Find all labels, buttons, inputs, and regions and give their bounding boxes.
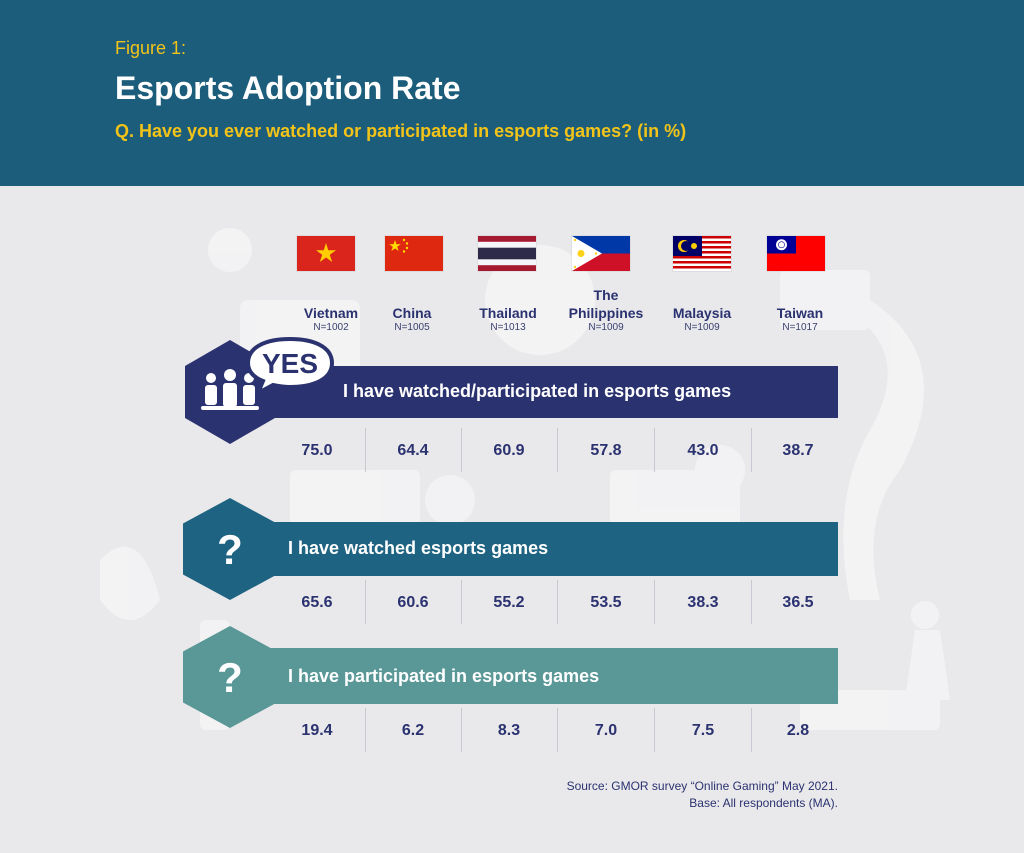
vietnam-flag-icon [297, 236, 355, 271]
value-cell: 60.6 [397, 594, 429, 611]
column-divider [557, 428, 558, 472]
country-label-thailand: Thailand N=1013 [448, 288, 568, 334]
sample-size: N=1009 [684, 322, 720, 333]
value-cell: 60.9 [493, 442, 525, 459]
country-label-china: China N=1005 [352, 288, 472, 334]
background-illustration [100, 228, 950, 730]
country-name: The Philippines [568, 287, 644, 321]
value-cell: 38.7 [782, 442, 814, 459]
country-label-malaysia: Malaysia N=1009 [642, 288, 762, 334]
value-cell: 55.2 [493, 594, 525, 611]
taiwan-flag-icon [767, 236, 825, 271]
question-mark-text: ? [217, 526, 243, 573]
question-mark-icon: ? [183, 498, 277, 600]
country-name: Thailand [479, 305, 537, 321]
question-mark-text: ? [217, 654, 243, 701]
row-label-participated: I have participated in esports games [288, 666, 600, 686]
column-divider [654, 428, 655, 472]
column-divider [557, 580, 558, 624]
source-line: Source: GMOR survey “Online Gaming” May … [566, 779, 838, 793]
value-cell: 2.8 [786, 722, 810, 739]
value-cell: 7.0 [594, 722, 618, 739]
column-divider [654, 708, 655, 752]
country-name: Vietnam [303, 305, 359, 321]
yes-speech-bubble-icon: YES [245, 336, 335, 395]
thailand-flag-icon [478, 236, 536, 271]
question-mark-icon: ? [183, 626, 277, 728]
malaysia-flag-icon [673, 236, 731, 271]
values-row-watched: 65.6 60.6 55.2 53.5 38.3 36.5 [270, 580, 838, 624]
value-cell: 65.6 [301, 594, 333, 611]
country-name: China [392, 305, 432, 321]
values-row-participated: 19.4 6.2 8.3 7.0 7.5 2.8 [270, 708, 838, 752]
column-divider [365, 428, 366, 472]
column-divider [461, 428, 462, 472]
yes-band: I have watched/participated in esports g… [248, 366, 838, 418]
sample-size: N=1009 [588, 322, 624, 333]
survey-question: Q. Have you ever watched or participated… [115, 121, 687, 141]
column-divider [557, 708, 558, 752]
country-label-vietnam: Vietnam N=1002 [271, 288, 391, 334]
sample-size: N=1013 [490, 322, 526, 333]
country-name: Malaysia [672, 305, 732, 321]
header-banner: Figure 1: Esports Adoption Rate Q. Have … [0, 0, 1024, 186]
value-cell: 57.8 [590, 442, 622, 459]
column-divider [461, 708, 462, 752]
column-divider [365, 580, 366, 624]
values-row-watched-participated: 75.0 64.4 60.9 57.8 43.0 38.7 [270, 428, 838, 472]
value-cell: 36.5 [782, 594, 814, 611]
sample-size: N=1017 [782, 322, 818, 333]
row-label-watched: I have watched esports games [288, 538, 549, 558]
column-divider [751, 708, 752, 752]
value-cell: 75.0 [301, 442, 333, 459]
china-flag-icon [385, 236, 443, 271]
value-cell: 38.3 [687, 594, 719, 611]
value-cell: 7.5 [691, 722, 715, 739]
country-label-philippines: The Philippines N=1009 [546, 287, 666, 334]
figure-label: Figure 1: [115, 38, 187, 58]
column-divider [461, 580, 462, 624]
column-divider [365, 708, 366, 752]
column-divider [751, 428, 752, 472]
philippines-flag-icon [572, 236, 630, 271]
value-cell: 6.2 [401, 722, 425, 739]
value-cell: 19.4 [301, 722, 333, 739]
source-note: Source: GMOR survey “Online Gaming” May … [567, 778, 838, 812]
base-line: Base: All respondents (MA). [689, 796, 838, 810]
sample-size: N=1002 [313, 322, 349, 333]
country-name: Taiwan [776, 305, 824, 321]
column-divider [654, 580, 655, 624]
chart-title: Esports Adoption Rate [115, 70, 461, 106]
value-cell: 8.3 [497, 722, 521, 739]
watched-band: I have watched esports games [230, 522, 838, 576]
value-cell: 53.5 [590, 594, 622, 611]
row-label-watched-participated: I have watched/participated in esports g… [343, 381, 732, 401]
yes-badge-text: YES [262, 348, 318, 379]
participated-band: I have participated in esports games [230, 648, 838, 704]
sample-size: N=1005 [394, 322, 430, 333]
value-cell: 43.0 [687, 442, 719, 459]
country-label-taiwan: Taiwan N=1017 [740, 288, 860, 334]
value-cell: 64.4 [397, 442, 429, 459]
column-divider [751, 580, 752, 624]
